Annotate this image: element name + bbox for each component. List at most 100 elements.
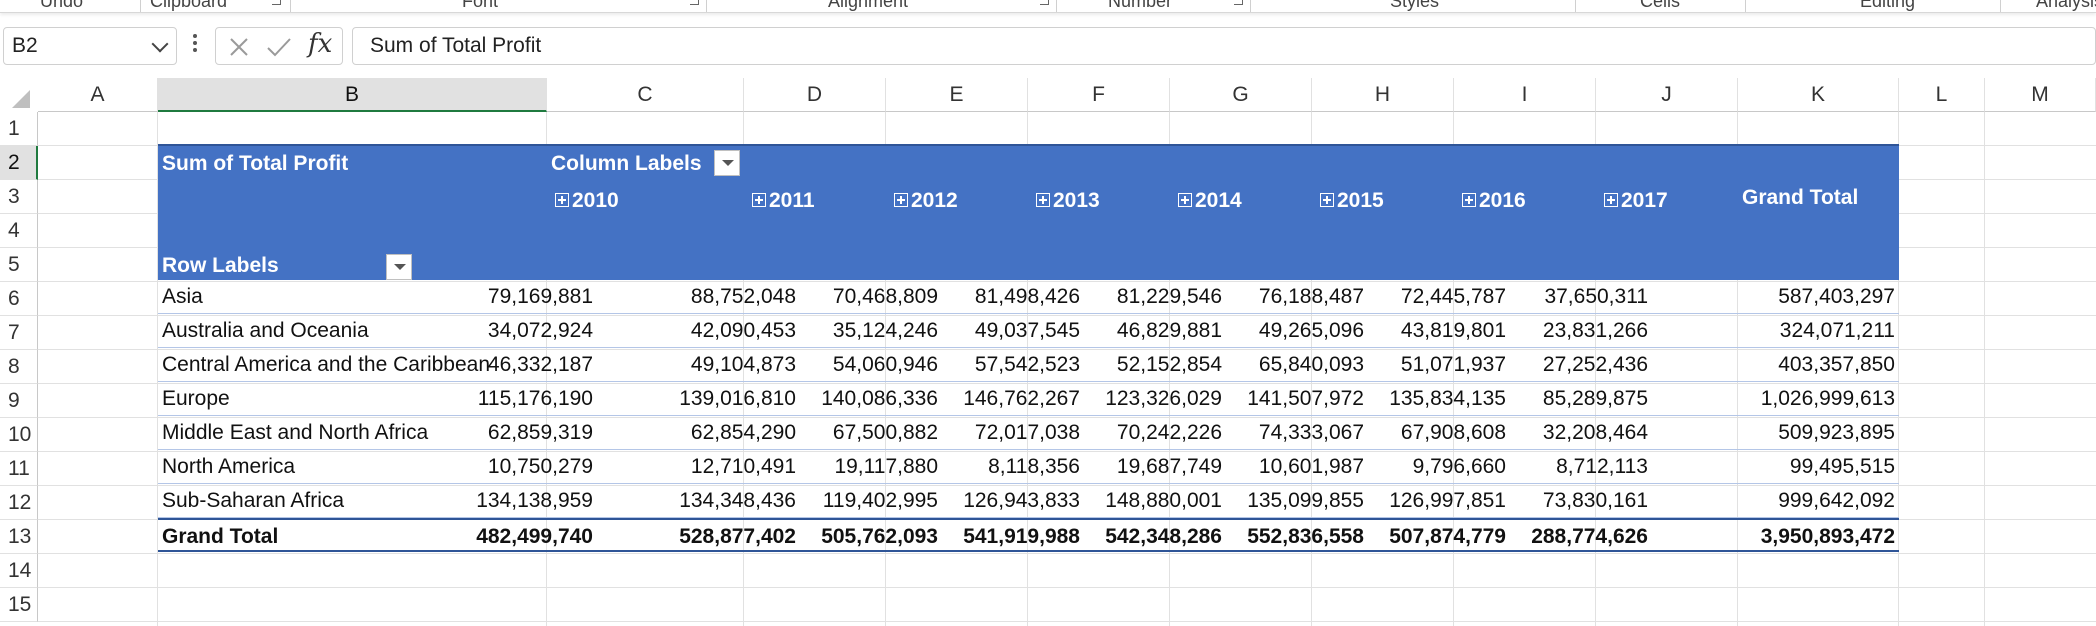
pivot-value[interactable]: 99,495,515 <box>1789 455 1895 478</box>
row-label[interactable]: Europe <box>162 387 230 410</box>
column-header-d[interactable]: D <box>744 78 886 112</box>
grand-total-value[interactable]: 541,919,988 <box>963 525 1080 548</box>
year-header-2014[interactable]: 2014 <box>1178 190 1242 212</box>
row-label[interactable]: Asia <box>162 285 203 308</box>
pivot-value[interactable]: 509,923,895 <box>1778 421 1895 444</box>
expand-icon[interactable] <box>1604 192 1618 207</box>
row-header-9[interactable]: 9 <box>0 384 38 418</box>
ribbon-group-editing[interactable]: Editing <box>1860 0 1916 11</box>
ribbon-group-number[interactable]: Number <box>1108 0 1173 11</box>
row-header-10[interactable]: 10 <box>0 418 38 452</box>
pivot-value[interactable]: 88,752,048 <box>690 285 796 308</box>
expand-icon[interactable] <box>752 192 766 207</box>
column-header-l[interactable]: L <box>1899 78 1985 112</box>
row-header-5[interactable]: 5 <box>0 248 38 282</box>
pivot-value[interactable]: 79,169,881 <box>487 285 593 308</box>
expand-icon[interactable] <box>1036 192 1050 207</box>
row-label[interactable]: Middle East and North Africa <box>162 421 429 444</box>
cancel-icon[interactable] <box>228 36 250 58</box>
column-header-f[interactable]: F <box>1028 78 1170 112</box>
pivot-value[interactable]: 140,086,336 <box>821 387 938 410</box>
pivot-row[interactable]: Europe 115,176,190 139,016,810 140,086,336 1… <box>158 382 1899 416</box>
pivot-value[interactable]: 999,642,092 <box>1778 489 1895 512</box>
column-labels-filter-icon[interactable] <box>714 150 740 176</box>
pivot-value[interactable]: 67,908,608 <box>1400 421 1506 444</box>
expand-icon[interactable] <box>1320 192 1334 207</box>
pivot-value[interactable]: 19,687,749 <box>1116 455 1222 478</box>
pivot-value[interactable]: 70,242,226 <box>1116 421 1222 444</box>
pivot-value[interactable]: 134,138,959 <box>476 489 593 512</box>
pivot-value[interactable]: 23,831,266 <box>1542 319 1648 342</box>
pivot-value[interactable]: 72,017,038 <box>974 421 1080 444</box>
ribbon-group-styles[interactable]: Styles <box>1390 0 1440 11</box>
pivot-value[interactable]: 72,445,787 <box>1400 285 1506 308</box>
pivot-value[interactable]: 46,332,187 <box>487 353 593 376</box>
year-header-2010[interactable]: 2010 <box>555 190 619 212</box>
column-header-c[interactable]: C <box>547 78 744 112</box>
pivot-value[interactable]: 42,090,453 <box>690 319 796 342</box>
pivot-value[interactable]: 10,750,279 <box>487 455 593 478</box>
pivot-value[interactable]: 126,943,833 <box>963 489 1080 512</box>
row-header-8[interactable]: 8 <box>0 350 38 384</box>
row-header-3[interactable]: 3 <box>0 180 38 214</box>
pivot-value[interactable]: 76,188,487 <box>1258 285 1364 308</box>
expand-icon[interactable] <box>555 192 569 207</box>
ribbon-group-analysis[interactable]: Analysis <box>2036 0 2096 11</box>
row-header-11[interactable]: 11 <box>0 452 38 486</box>
row-labels-filter-icon[interactable] <box>386 254 412 280</box>
year-header-2016[interactable]: 2016 <box>1462 190 1526 212</box>
pivot-value[interactable]: 81,229,546 <box>1116 285 1222 308</box>
pivot-value[interactable]: 34,072,924 <box>487 319 593 342</box>
more-options-icon[interactable] <box>193 34 197 56</box>
pivot-value[interactable]: 43,819,801 <box>1400 319 1506 342</box>
grand-total-value[interactable]: 507,874,779 <box>1389 525 1506 548</box>
pivot-value[interactable]: 12,710,491 <box>690 455 796 478</box>
column-header-h[interactable]: H <box>1312 78 1454 112</box>
grand-total-value[interactable]: 505,762,093 <box>821 525 938 548</box>
column-labels-header[interactable]: Column Labels <box>551 152 702 175</box>
ribbon-group-cells[interactable]: Cells <box>1640 0 1681 11</box>
row-header-14[interactable]: 14 <box>0 554 38 588</box>
pivot-row[interactable]: Central America and the Caribbean 46,332,… <box>158 348 1899 382</box>
pivot-value[interactable]: 135,099,855 <box>1247 489 1364 512</box>
pivot-value[interactable]: 123,326,029 <box>1105 387 1222 410</box>
grand-total-value[interactable]: 3,950,893,472 <box>1760 525 1895 548</box>
grand-total-label[interactable]: Grand Total <box>162 525 279 548</box>
pivot-value[interactable]: 119,402,995 <box>822 489 938 512</box>
pivot-value[interactable]: 32,208,464 <box>1542 421 1648 444</box>
pivot-table[interactable]: Sum of Total Profit Column Labels 2010 2… <box>158 144 1899 552</box>
grand-total-value[interactable]: 528,877,402 <box>679 525 796 548</box>
worksheet-grid[interactable]: A B C D E F G H I J K L M 1 2 3 4 5 6 7 … <box>0 78 2096 626</box>
grand-total-value[interactable]: 542,348,286 <box>1105 525 1222 548</box>
column-header-m[interactable]: M <box>1985 78 2096 112</box>
pivot-value[interactable]: 135,834,135 <box>1389 387 1506 410</box>
grand-total-value[interactable]: 288,774,626 <box>1531 525 1648 548</box>
pivot-value[interactable]: 81,498,426 <box>974 285 1080 308</box>
pivot-row[interactable]: Asia 79,169,881 88,752,048 70,468,809 81,498… <box>158 280 1899 314</box>
column-header-j[interactable]: J <box>1596 78 1738 112</box>
chevron-down-icon[interactable] <box>151 35 169 53</box>
column-header-i[interactable]: I <box>1454 78 1596 112</box>
enter-check-icon[interactable] <box>266 36 292 58</box>
column-header-e[interactable]: E <box>886 78 1028 112</box>
number-launcher-icon[interactable] <box>1234 0 1243 5</box>
grand-total-row[interactable]: Grand Total 482,499,740 528,877,402 505,762… <box>158 518 1899 552</box>
insert-function-icon[interactable]: fx <box>308 29 333 59</box>
row-label[interactable]: Central America and the Caribbean <box>162 353 491 376</box>
pivot-row[interactable]: Sub-Saharan Africa 134,138,959 134,348,436… <box>158 484 1899 518</box>
year-header-2017[interactable]: 2017 <box>1604 190 1668 212</box>
expand-icon[interactable] <box>1178 192 1192 207</box>
row-header-1[interactable]: 1 <box>0 112 38 146</box>
pivot-value[interactable]: 324,071,211 <box>1779 319 1895 342</box>
column-header-g[interactable]: G <box>1170 78 1312 112</box>
pivot-value[interactable]: 146,762,267 <box>963 387 1080 410</box>
column-header-k[interactable]: K <box>1738 78 1899 112</box>
year-header-2015[interactable]: 2015 <box>1320 190 1384 212</box>
grand-total-column-header[interactable]: Grand Total <box>1742 186 1859 209</box>
row-labels-header[interactable]: Row Labels <box>162 254 279 277</box>
pivot-value[interactable]: 8,118,356 <box>988 455 1080 478</box>
year-header-2012[interactable]: 2012 <box>894 190 958 212</box>
formula-input[interactable]: Sum of Total Profit <box>352 27 2096 65</box>
pivot-value[interactable]: 85,289,875 <box>1542 387 1648 410</box>
pivot-value[interactable]: 35,124,246 <box>832 319 938 342</box>
